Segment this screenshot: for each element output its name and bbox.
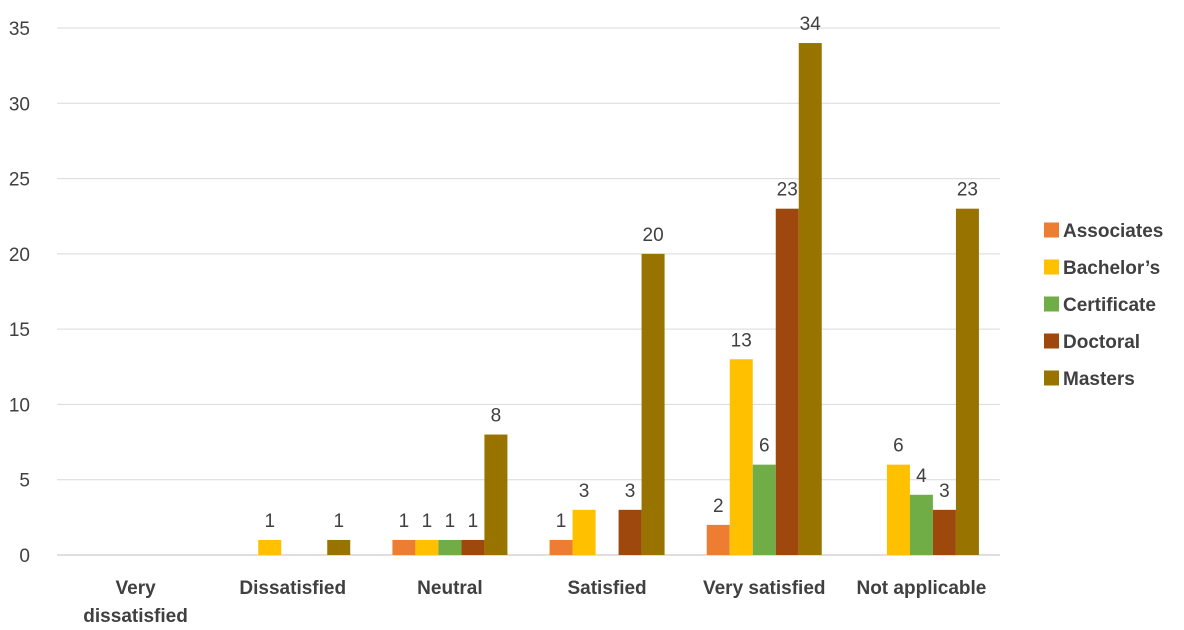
y-tick-label: 25 (9, 170, 30, 191)
category-label: Very dissatisfied (83, 578, 188, 627)
legend-swatch (1044, 259, 1059, 275)
data-label: 8 (491, 406, 502, 427)
legend-label: Doctoral (1063, 332, 1140, 353)
legend-swatch (1044, 222, 1059, 238)
bar (752, 464, 776, 555)
data-label: 13 (731, 330, 752, 351)
bar (392, 539, 416, 555)
category-label: Satisfied (567, 578, 646, 599)
y-tick-label: 10 (9, 395, 30, 416)
y-tick-label: 35 (9, 19, 30, 40)
y-tick-label: 15 (9, 320, 30, 341)
bar (258, 539, 282, 555)
data-label: 1 (556, 511, 567, 532)
category-label: Very satisfied (703, 578, 826, 599)
legend-item: Doctoral (1044, 332, 1140, 353)
bar (549, 539, 573, 555)
data-label: 20 (643, 225, 664, 246)
bars (258, 43, 979, 556)
legend-swatch (1044, 370, 1059, 386)
category-label: Not applicable (856, 578, 986, 599)
data-label: 1 (445, 511, 456, 532)
y-tick-label: 5 (19, 471, 30, 492)
legend-label: Masters (1063, 369, 1135, 390)
data-label: 1 (422, 511, 433, 532)
legend-item: Bachelor’s (1044, 258, 1160, 279)
bar (572, 509, 596, 555)
bar (415, 539, 439, 555)
bar (729, 359, 753, 555)
bar (955, 208, 979, 555)
data-label: 2 (713, 496, 724, 517)
data-label: 6 (893, 436, 904, 457)
legend-item: Associates (1044, 221, 1163, 242)
data-label: 6 (759, 436, 770, 457)
bar (618, 509, 642, 555)
bar (798, 43, 822, 556)
legend-swatch (1044, 296, 1059, 312)
bar (932, 509, 956, 555)
bar (775, 208, 799, 555)
data-label: 3 (939, 481, 950, 502)
data-label: 34 (800, 14, 822, 35)
y-tick-label: 0 (19, 546, 30, 567)
legend-item: Masters (1044, 369, 1135, 390)
data-label: 23 (777, 180, 798, 201)
legend-item: Certificate (1044, 295, 1156, 316)
x-axis: Very dissatisfied Dissatisfied Neutral Satis… (83, 578, 986, 627)
legend-label: Bachelor’s (1063, 258, 1160, 279)
y-tick-label: 20 (9, 245, 30, 266)
gridlines (57, 27, 1000, 556)
bar (438, 539, 462, 555)
data-label: 23 (957, 180, 978, 201)
bar (461, 539, 485, 555)
bar (886, 464, 910, 555)
data-label: 1 (399, 511, 410, 532)
y-axis: 0 5 10 15 20 25 30 35 (9, 19, 30, 567)
bar (909, 494, 933, 555)
bar (327, 539, 351, 555)
data-label: 3 (625, 481, 636, 502)
data-label: 1 (333, 511, 344, 532)
bar (484, 434, 508, 555)
data-label: 1 (264, 511, 275, 532)
data-label: 4 (916, 466, 927, 487)
legend-label: Associates (1063, 221, 1163, 242)
data-label: 1 (468, 511, 479, 532)
legend-label: Certificate (1063, 295, 1156, 316)
legend-swatch (1044, 333, 1059, 349)
bar (641, 253, 665, 555)
bar (706, 524, 730, 555)
category-label: Dissatisfied (239, 578, 346, 599)
category-label: Neutral (417, 578, 482, 599)
data-label: 3 (579, 481, 590, 502)
y-tick-label: 30 (9, 94, 30, 115)
legend: Associates Bachelor’s Certificate Doctoral M… (1044, 221, 1163, 390)
